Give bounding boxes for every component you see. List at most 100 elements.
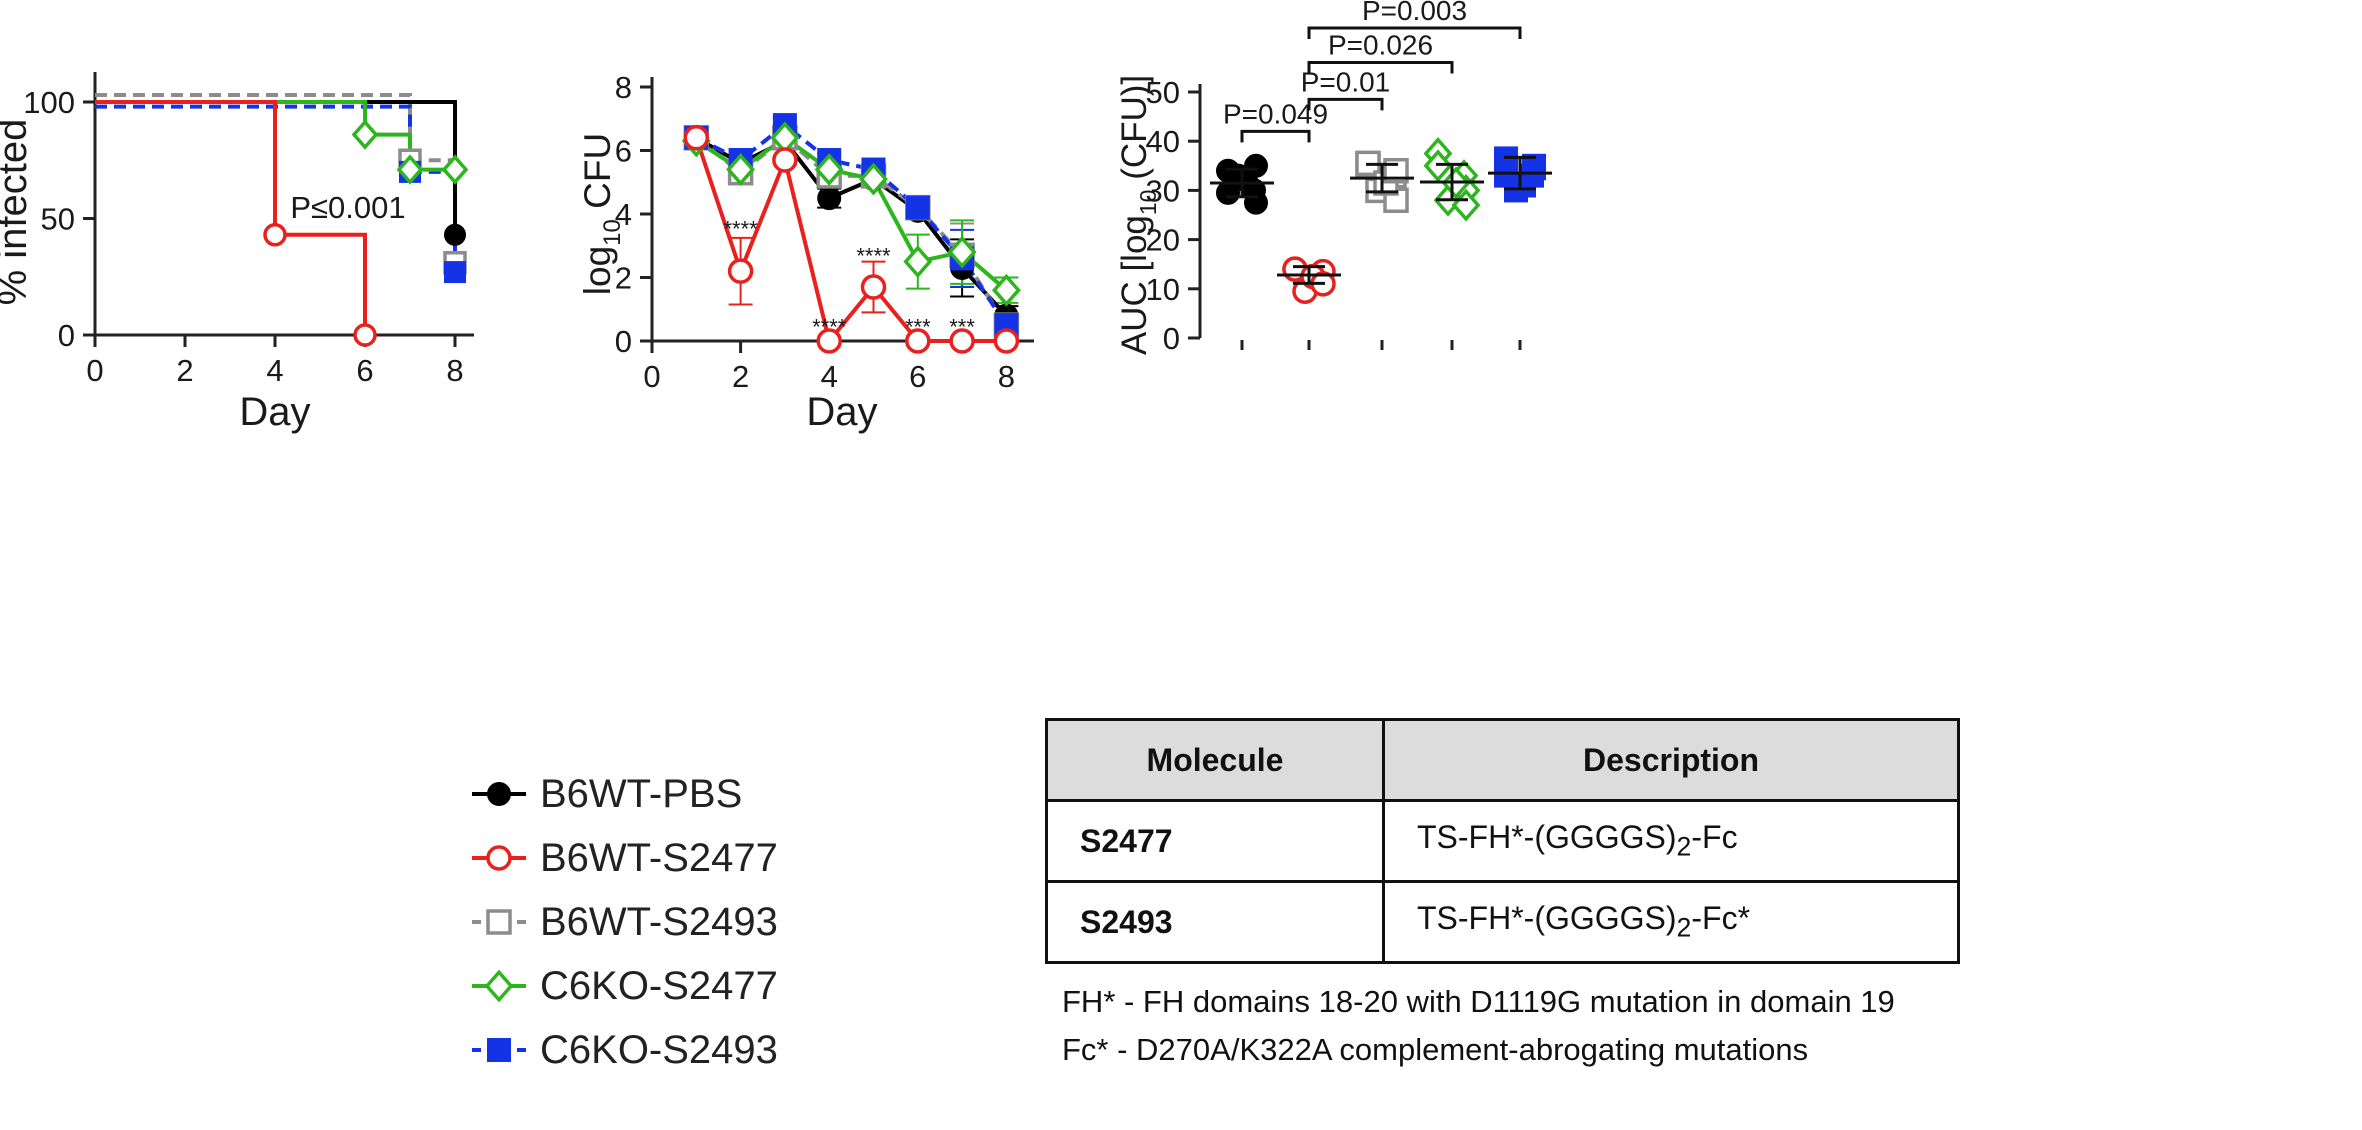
legend-symbol-b6wt-s2477 (472, 845, 526, 871)
y-tick-label: 2 (615, 261, 632, 296)
data-point-b6wt-s2477 (949, 328, 975, 354)
desc-text-end: -Fc* (1691, 900, 1751, 937)
x-tick-label: 4 (266, 353, 283, 388)
data-point-c6ko-s2477 (351, 119, 379, 150)
y-tick-label: 50 (1146, 75, 1180, 110)
data-point-b6wt-s2477 (683, 125, 710, 151)
data-point-b6wt-pbs (817, 186, 842, 211)
comparison-p-value: P=0.026 (1328, 29, 1433, 60)
legend-symbol-b6wt-pbs (472, 782, 526, 806)
y-tick-label: 4 (615, 197, 632, 232)
legend-label: B6WT-S2493 (540, 899, 778, 944)
significance-label: *** (949, 315, 975, 340)
desc-text: TS-FH*-(GGGGS) (1417, 819, 1677, 856)
molecule-table: Molecule Description S2477 TS-FH*-(GGGGS… (1045, 718, 1960, 964)
table-header-molecule: Molecule (1045, 718, 1385, 802)
table-cell-molecule: S2493 (1045, 880, 1385, 964)
x-tick-label: 8 (446, 353, 463, 388)
y-axis-title-sub: 10 (1135, 190, 1161, 216)
desc-text-end: -Fc (1691, 819, 1738, 856)
x-tick-label: 0 (643, 359, 660, 394)
footnotes: FH* - FH domains 18-20 with D1119G mutat… (1062, 978, 2022, 1074)
y-axis-title: log10 CFU (577, 133, 626, 295)
significance-label: **** (856, 243, 891, 268)
x-tick-label: 2 (732, 359, 749, 394)
data-point-c6ko-s2477 (859, 162, 888, 196)
legend-item: B6WT-S2493 (468, 890, 778, 954)
data-point-b6wt-s2477 (993, 328, 1020, 354)
table-row: S2493 TS-FH*-(GGGGS)2-Fc* (1045, 880, 1960, 964)
y-tick-label: 100 (23, 85, 75, 120)
y-tick-label: 0 (58, 318, 75, 353)
data-point-c6ko-s2477 (396, 154, 424, 185)
desc-subscript: 2 (1676, 831, 1692, 862)
comparison-p-value: P=0.003 (1362, 0, 1467, 26)
data-point-c6ko-s2493 (444, 261, 466, 284)
data-point-b6wt-pbs (444, 223, 466, 246)
data-point-c6ko-s2493 (1522, 156, 1546, 181)
legend-marker (487, 782, 511, 806)
legend-item: B6WT-S2477 (468, 826, 778, 890)
data-point-c6ko-s2477 (726, 153, 756, 186)
table-row: S2477 TS-FH*-(GGGGS)2-Fc (1045, 799, 1960, 883)
significance-label: **** (812, 315, 847, 340)
data-point-b6wt-s2477 (816, 328, 842, 354)
y-axis-title-b: (CFU)] (1115, 75, 1154, 190)
legend: B6WT-PBS B6WT-S2477 B6WT-S2493 C6KO-S247… (468, 762, 778, 1082)
table-header-description: Description (1382, 718, 1960, 802)
x-tick-label: 4 (821, 359, 838, 394)
legend-label: C6KO-S2477 (540, 963, 778, 1008)
legend-symbol-c6ko-s2493 (472, 1038, 526, 1062)
comparison-bracket (1307, 26, 1522, 40)
y-tick-label: 50 (41, 202, 75, 237)
data-point-c6ko-s2493 (905, 195, 930, 220)
footnote: Fc* - D270A/K322A complement-abrogating … (1062, 1032, 1809, 1067)
data-point-c6ko-s2477 (814, 153, 844, 186)
legend-label: B6WT-S2477 (540, 835, 778, 880)
y-axis-title: % infected (0, 119, 35, 306)
desc-text: TS-FH*-(GGGGS) (1417, 900, 1677, 937)
table-header-row: Molecule Description (1045, 718, 1960, 802)
legend-label: C6KO-S2493 (540, 1027, 778, 1072)
data-point-b6wt-s2477 (860, 274, 887, 300)
survival-chart: 0 50 100 0 2 4 6 8 Day % infected P≤0.001 (0, 72, 474, 434)
comparison-bracket (1307, 60, 1454, 74)
y-axis-title-rest: CFU (577, 133, 618, 219)
y-tick-label: 20 (1146, 223, 1180, 258)
data-point-c6ko-s2477 (903, 245, 933, 279)
y-tick-label: 40 (1146, 124, 1180, 159)
x-tick-label: 6 (909, 359, 926, 394)
data-point-c6ko-s2477 (947, 235, 977, 269)
legend-marker (487, 1038, 511, 1062)
x-tick-label: 8 (998, 359, 1015, 394)
y-axis-title-sub: 10 (599, 219, 626, 246)
x-tick-label: 6 (356, 353, 373, 388)
legend-marker (486, 909, 512, 935)
comparison-p-value: P=0.01 (1301, 66, 1391, 97)
y-axis-title-a: AUC [log (1115, 215, 1154, 355)
legend-item: B6WT-PBS (468, 762, 778, 826)
table-cell-molecule: S2477 (1045, 799, 1385, 883)
y-tick-label: 30 (1146, 173, 1180, 208)
legend-label: B6WT-PBS (540, 771, 743, 816)
x-tick-label: 0 (86, 353, 103, 388)
y-tick-label: 0 (1163, 321, 1180, 356)
legend-symbol-b6wt-s2493 (472, 909, 526, 935)
data-point-b6wt-s2477 (263, 223, 287, 247)
comparison-p-value: P=0.049 (1223, 98, 1328, 129)
data-point-b6wt-s2477 (772, 147, 798, 173)
data-point-c6ko-s2477 (441, 154, 469, 185)
legend-item: C6KO-S2493 (468, 1018, 778, 1082)
comparison-bracket (1240, 129, 1311, 143)
table-cell-description: TS-FH*-(GGGGS)2-Fc* (1382, 880, 1960, 964)
table-cell-description: TS-FH*-(GGGGS)2-Fc (1382, 799, 1960, 883)
y-axis-title: AUC [log10 (CFU)] (1115, 75, 1161, 355)
y-axis-title-base: log (577, 246, 618, 295)
footnote: FH* - FH domains 18-20 with D1119G mutat… (1062, 984, 1895, 1019)
legend-item: C6KO-S2477 (468, 954, 778, 1018)
y-tick-label: 8 (615, 70, 632, 105)
data-point-b6wt-s2477 (727, 258, 754, 284)
